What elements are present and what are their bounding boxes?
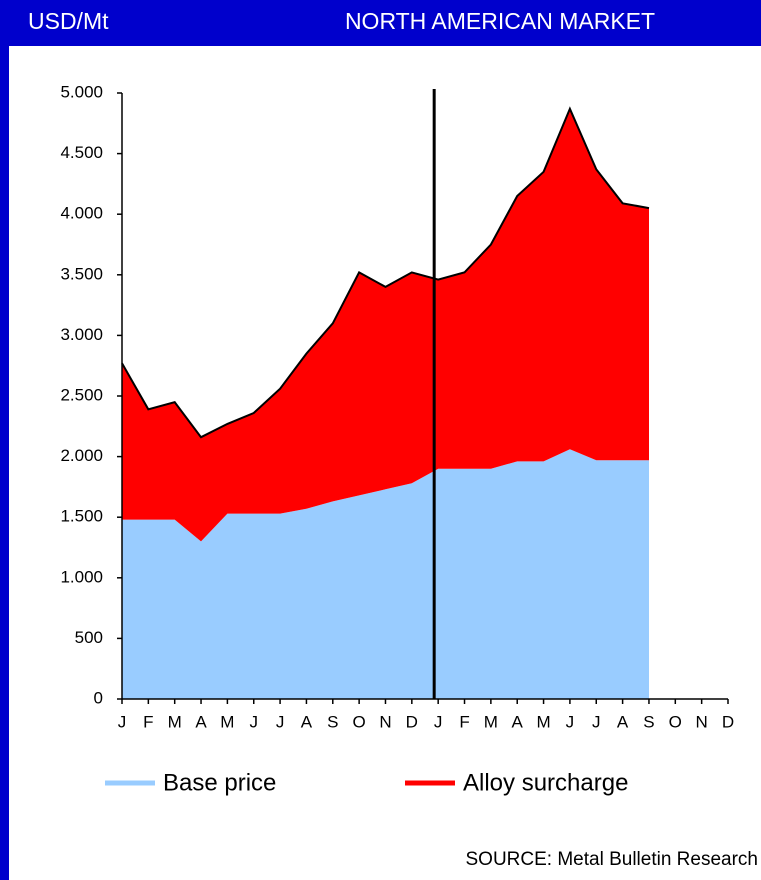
- area: [122, 108, 649, 542]
- x-tick-label: A: [617, 712, 629, 731]
- y-tick-label: 5.000: [60, 82, 103, 101]
- chart-title: NORTH AMERICAN MARKET: [345, 8, 655, 34]
- x-tick-label: N: [696, 712, 708, 731]
- x-tick-label: A: [195, 712, 207, 731]
- x-tick-label: D: [722, 712, 734, 731]
- x-tick-label: J: [276, 712, 285, 731]
- y-tick-label: 1.000: [60, 567, 103, 586]
- x-tick-label: J: [566, 712, 575, 731]
- left-border: [0, 0, 9, 880]
- x-tick-label: F: [143, 712, 153, 731]
- x-tick-label: A: [512, 712, 524, 731]
- y-tick-label: 0: [94, 688, 103, 707]
- y-unit-label: USD/Mt: [28, 8, 109, 34]
- source-note: SOURCE: Metal Bulletin Research: [466, 849, 759, 870]
- x-tick-label: M: [484, 712, 498, 731]
- x-tick-label: M: [220, 712, 234, 731]
- y-tick-label: 3.500: [60, 264, 103, 283]
- y-tick-label: 2.500: [60, 385, 103, 404]
- x-tick-label: F: [459, 712, 469, 731]
- x-tick-label: J: [434, 712, 443, 731]
- legend-label: Base price: [163, 769, 276, 796]
- x-tick-label: S: [327, 712, 338, 731]
- header-bar: [0, 0, 761, 46]
- area: [122, 449, 649, 699]
- x-tick-label: N: [379, 712, 391, 731]
- x-tick-label: J: [249, 712, 258, 731]
- area-outline: [121, 106, 650, 439]
- x-tick-label: D: [406, 712, 418, 731]
- y-tick-label: 3.000: [60, 325, 103, 344]
- x-tick-label: A: [301, 712, 313, 731]
- y-tick-label: 500: [75, 628, 103, 647]
- x-tick-label: O: [669, 712, 682, 731]
- x-tick-label: M: [168, 712, 182, 731]
- x-tick-label: J: [592, 712, 601, 731]
- x-tick-label: O: [353, 712, 366, 731]
- x-tick-label: S: [643, 712, 654, 731]
- legend-label: Alloy surcharge: [463, 769, 628, 796]
- x-tick-label: M: [536, 712, 550, 731]
- x-tick-label: J: [118, 712, 127, 731]
- y-tick-label: 1.500: [60, 507, 103, 526]
- y-tick-label: 2.000: [60, 446, 103, 465]
- y-tick-label: 4.500: [60, 143, 103, 162]
- y-tick-label: 4.000: [60, 204, 103, 223]
